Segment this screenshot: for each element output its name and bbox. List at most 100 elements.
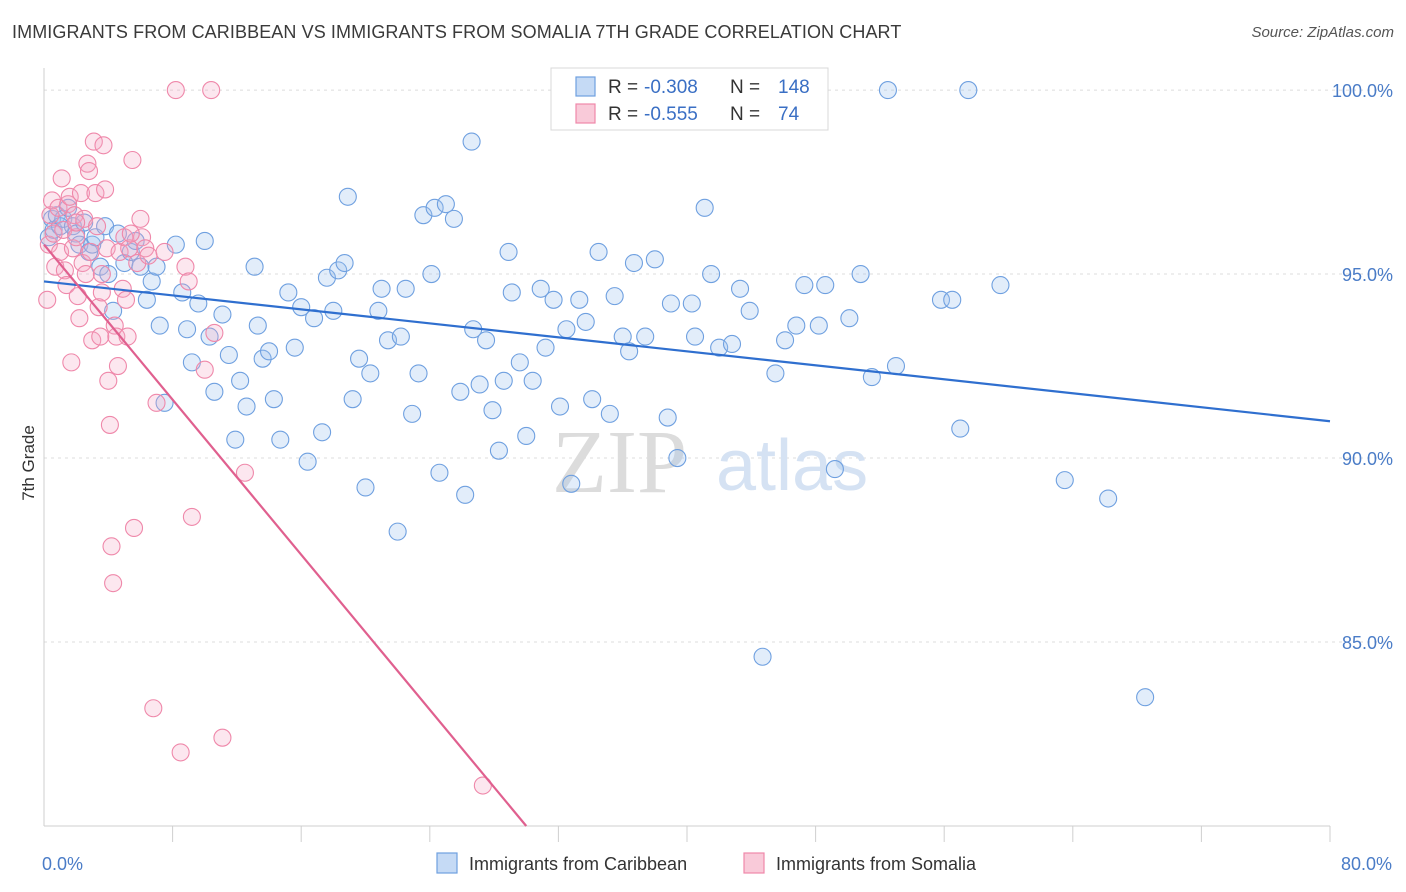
point-somalia — [120, 239, 139, 258]
point-caribbean — [722, 334, 742, 354]
point-caribbean — [356, 478, 375, 497]
legend-n-label-somalia: N = — [730, 104, 760, 125]
point-caribbean — [951, 419, 970, 438]
watermark-atlas: atlas — [716, 426, 868, 506]
point-caribbean — [237, 397, 256, 416]
point-caribbean — [605, 287, 624, 306]
point-caribbean — [550, 397, 570, 416]
point-somalia — [67, 213, 86, 232]
point-somalia — [67, 228, 86, 247]
point-caribbean — [409, 364, 428, 383]
grid-lines — [44, 89, 1390, 643]
point-caribbean — [825, 460, 844, 479]
point-caribbean — [166, 235, 185, 254]
point-caribbean — [226, 430, 245, 449]
point-somalia — [38, 290, 57, 309]
point-caribbean — [195, 231, 214, 250]
point-caribbean — [391, 327, 410, 346]
point-caribbean — [245, 257, 264, 276]
point-caribbean — [279, 283, 298, 302]
point-somalia — [139, 246, 158, 265]
point-somalia — [124, 518, 144, 538]
point-caribbean — [636, 327, 655, 346]
point-caribbean — [645, 250, 664, 269]
point-caribbean — [851, 265, 870, 284]
point-caribbean — [840, 309, 859, 328]
point-caribbean — [335, 253, 354, 273]
point-caribbean — [624, 253, 644, 273]
point-somalia — [59, 195, 78, 214]
point-caribbean — [219, 345, 238, 365]
point-somalia — [91, 327, 110, 346]
point-caribbean — [403, 404, 422, 423]
bottom-legend-swatch-caribbean — [436, 852, 458, 874]
point-somalia — [65, 206, 84, 225]
point-somalia — [68, 287, 87, 306]
point-caribbean — [430, 463, 449, 482]
point-caribbean — [470, 375, 489, 394]
point-caribbean — [766, 364, 785, 383]
point-somalia — [87, 217, 107, 236]
point-caribbean — [456, 485, 475, 504]
tick-labels: 100.0% 95.0% 90.0% 85.0% 0.0% 80.0% — [42, 81, 1393, 874]
point-caribbean — [213, 305, 232, 324]
point-caribbean — [253, 349, 272, 368]
point-somalia — [235, 463, 254, 482]
point-caribbean — [259, 342, 279, 361]
point-caribbean — [695, 198, 714, 217]
point-caribbean — [557, 320, 576, 339]
point-caribbean — [350, 349, 369, 368]
point-somalia — [123, 150, 142, 170]
point-somalia — [202, 81, 221, 100]
point-caribbean — [943, 290, 962, 309]
point-somalia — [100, 415, 119, 434]
legend-r-label-caribbean: R = — [608, 77, 638, 98]
point-somalia — [128, 253, 147, 273]
point-somalia — [205, 323, 224, 342]
point-caribbean — [816, 276, 835, 295]
legend-swatch-somalia — [575, 103, 596, 124]
point-somalia — [78, 154, 97, 173]
point-caribbean — [388, 522, 407, 541]
point-somalia — [63, 239, 82, 258]
point-caribbean — [668, 448, 687, 468]
point-somalia — [166, 81, 185, 100]
point-caribbean — [1099, 489, 1118, 508]
bottom-legend-caribbean: Immigrants from Caribbean — [469, 854, 687, 874]
point-caribbean — [682, 294, 701, 313]
bottom-legend-swatch-somalia — [743, 852, 765, 874]
point-somalia — [44, 224, 63, 243]
point-caribbean — [317, 268, 336, 287]
point-somalia — [179, 272, 198, 291]
point-caribbean — [620, 342, 639, 361]
point-caribbean — [338, 187, 357, 206]
point-somalia — [116, 290, 136, 309]
point-caribbean — [483, 401, 502, 420]
point-caribbean — [787, 316, 806, 335]
point-caribbean — [414, 206, 433, 225]
point-somalia — [110, 242, 129, 262]
point-somalia — [99, 371, 118, 390]
point-somalia — [104, 574, 123, 593]
trend-lines — [43, 243, 1331, 827]
point-somalia — [94, 136, 113, 155]
axes — [43, 68, 1331, 842]
point-somalia — [155, 242, 174, 262]
point-somalia — [62, 353, 81, 372]
point-caribbean — [205, 382, 224, 401]
point-caribbean — [231, 371, 250, 390]
point-somalia — [86, 184, 105, 203]
point-caribbean — [329, 261, 348, 280]
point-caribbean — [422, 265, 441, 284]
point-caribbean — [562, 474, 581, 493]
point-caribbean — [544, 290, 563, 309]
point-caribbean — [510, 353, 529, 372]
point-somalia — [49, 198, 68, 217]
point-caribbean — [436, 195, 455, 214]
point-caribbean — [753, 647, 772, 666]
point-caribbean — [730, 279, 750, 298]
x-tick-label: 80.0% — [1341, 854, 1392, 874]
point-caribbean — [248, 316, 267, 335]
point-caribbean — [494, 371, 513, 390]
point-somalia — [131, 209, 150, 228]
